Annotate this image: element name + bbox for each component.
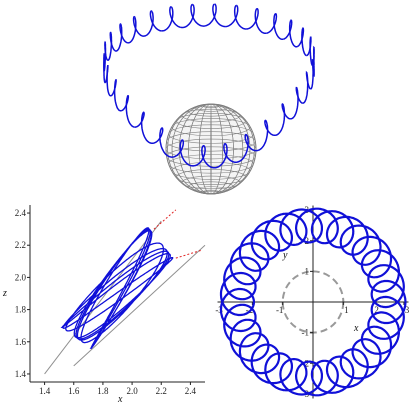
- tangent-line: [175, 249, 203, 259]
- sphere-latitude: [176, 169, 246, 185]
- helix-segment: [106, 66, 111, 97]
- xz-projection-plot: 1.4 1.6 1.8 2.0 2.2 2.4 1.4 1.6 1.8 2.0 2.2 2.4 x z: [2, 205, 206, 404]
- x-tick-label: 2: [374, 305, 379, 315]
- helix-segment: [290, 88, 299, 120]
- helix-segment: [225, 4, 239, 28]
- guide-line: [73, 244, 206, 367]
- x-tick-label: 1.6: [68, 386, 80, 396]
- tangent-line: [153, 209, 177, 230]
- top-3d-view: [103, 3, 315, 195]
- helix-segment: [104, 40, 109, 61]
- helix-segment: [295, 86, 303, 104]
- y-tick-label: 2: [305, 236, 310, 246]
- x-tick-label: 2.0: [126, 386, 138, 396]
- x-axis-label: x: [353, 323, 359, 334]
- sphere-latitude: [171, 161, 251, 180]
- helix-segment: [296, 27, 305, 48]
- helix-segment: [273, 13, 284, 41]
- helix-segment: [113, 80, 122, 112]
- projected-trajectory: [60, 227, 174, 349]
- helix-segment: [301, 28, 307, 57]
- sphere-latitude: [195, 186, 227, 194]
- z-tick-label: 1.6: [15, 337, 27, 347]
- plot-axes: 1.4 1.6 1.8 2.0 2.2 2.4 1.4 1.6 1.8 2.0 2.2 2.4: [15, 205, 205, 396]
- helix-segment: [141, 11, 154, 37]
- z-tick-label: 2.0: [15, 272, 27, 282]
- helix-segment: [254, 8, 267, 35]
- y-axis-label: y: [282, 250, 288, 261]
- helix-segment: [266, 12, 278, 35]
- helix-segment: [305, 70, 311, 90]
- helix-segment: [202, 14, 216, 27]
- tangent-lines: [153, 209, 203, 259]
- x-tick-label: -2: [246, 305, 254, 315]
- y-tick-label: -1: [302, 328, 310, 338]
- helix-segment: [233, 4, 247, 30]
- helix-segment: [190, 3, 203, 27]
- x-tick-label: 1.4: [39, 386, 51, 396]
- helix-segment: [132, 15, 143, 37]
- helix-segment: [127, 17, 137, 44]
- helix-segment: [246, 7, 259, 30]
- helix-segment: [140, 111, 286, 169]
- helix-segment: [311, 58, 315, 77]
- helix-segment: [149, 10, 162, 32]
- helix-segment: [212, 3, 226, 28]
- helix-segment: [119, 23, 128, 44]
- guide-lines: [44, 220, 206, 375]
- helix-segment: [107, 33, 113, 62]
- helix-segment: [214, 3, 217, 16]
- sphere-latitude: [171, 118, 251, 137]
- helix-segment: [281, 103, 291, 120]
- helix-segment: [114, 24, 123, 52]
- x-tick-label: 2.2: [156, 386, 167, 396]
- helix-segment: [309, 37, 314, 67]
- helix-segment: [109, 31, 116, 52]
- x-tick-label: 1: [344, 305, 349, 315]
- sphere-latitude: [188, 181, 234, 193]
- z-axis-label: z: [2, 288, 7, 299]
- projected-curve: [60, 227, 174, 349]
- helix-segment: [134, 121, 143, 128]
- wireframe-sphere: [165, 103, 257, 195]
- z-tick-label: 1.4: [15, 369, 27, 379]
- x-tick-label: 1.8: [97, 386, 109, 396]
- z-tick-label: 1.8: [15, 305, 27, 315]
- x-tick-label: -3: [215, 305, 223, 315]
- x-tick-label: 2.4: [185, 386, 197, 396]
- x-axis-label: x: [117, 394, 123, 404]
- sphere-latitude: [195, 104, 227, 112]
- z-tick-label: 2.2: [15, 240, 26, 250]
- x-tick-label: 3: [405, 305, 410, 315]
- sphere-longitude: [167, 103, 255, 195]
- orbit-curve: [219, 207, 407, 397]
- helix-curve-front: [103, 3, 315, 169]
- guide-line: [44, 220, 162, 375]
- helix-segment: [288, 20, 298, 48]
- sphere-latitude: [176, 113, 246, 129]
- helix-segment: [283, 19, 293, 40]
- helix-segment: [169, 6, 182, 29]
- orbit-trajectory: [219, 207, 407, 397]
- x-tick-label: -1: [276, 305, 284, 315]
- z-tick-label: 2.4: [15, 208, 27, 218]
- helix-segment: [121, 94, 130, 112]
- helix-segment: [125, 97, 135, 128]
- sphere-latitude: [188, 105, 234, 117]
- y-tick-label: 1: [305, 266, 310, 276]
